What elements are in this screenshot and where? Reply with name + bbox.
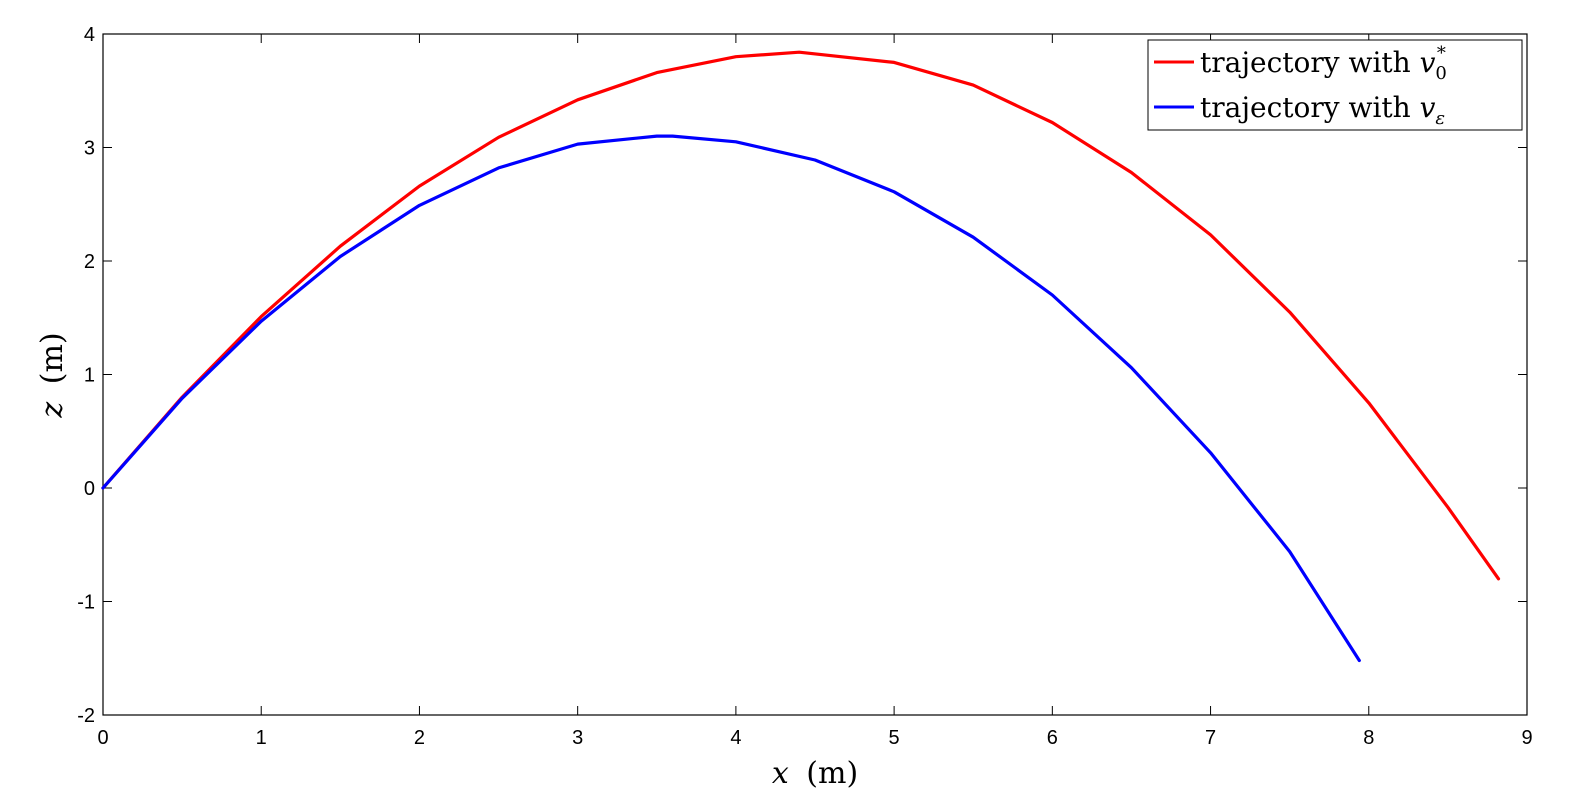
x-axis-label: x (m) xyxy=(772,756,858,791)
x-tick-labels: 0 1 2 3 4 5 6 7 8 9 xyxy=(97,727,1532,749)
legend-box xyxy=(1147,39,1523,131)
legend-prefix-series-1: trajectory with xyxy=(1200,46,1420,79)
axis-ticks xyxy=(102,33,1528,716)
x-tick-label: 3 xyxy=(572,727,583,749)
series-layer xyxy=(101,50,1501,663)
y-tick-label: 2 xyxy=(84,251,95,273)
x-axis-label-unit: (m) xyxy=(806,756,858,791)
legend-var-series-1: v xyxy=(1420,46,1436,79)
y-tick-label: -2 xyxy=(77,705,95,727)
legend: trajectory with v0* trajectory with vε xyxy=(1147,39,1523,131)
x-tick-label: 0 xyxy=(97,727,108,749)
x-tick-label: 5 xyxy=(889,727,900,749)
legend-sub-series-1: 0 xyxy=(1435,63,1446,84)
y-tick-labels: -2 -1 0 1 2 3 4 xyxy=(77,24,95,727)
x-tick-label: 7 xyxy=(1205,727,1216,749)
series-line-2 xyxy=(101,134,1361,663)
legend-sub-series-2: ε xyxy=(1435,108,1445,129)
x-axis-label-var: x xyxy=(772,756,789,791)
x-tick-label: 1 xyxy=(256,727,267,749)
y-tick-label: 4 xyxy=(84,24,95,46)
y-tick-label: 1 xyxy=(84,365,95,387)
legend-entry-series-1: trajectory with v0* xyxy=(1200,43,1447,84)
y-axis-label: z (m) xyxy=(35,332,70,418)
x-tick-label: 2 xyxy=(414,727,425,749)
legend-sup-series-1: * xyxy=(1437,43,1446,64)
legend-prefix-series-2: trajectory with xyxy=(1200,91,1420,124)
y-tick-label: 3 xyxy=(84,138,95,160)
x-tick-label: 4 xyxy=(730,727,741,749)
y-tick-label: -1 xyxy=(77,592,95,614)
x-tick-label: 6 xyxy=(1047,727,1058,749)
legend-var-series-2: v xyxy=(1420,91,1436,124)
series-line-1 xyxy=(101,50,1501,581)
y-axis-label-unit: (m) xyxy=(35,332,70,384)
x-tick-label: 8 xyxy=(1363,727,1374,749)
plot-frame xyxy=(102,33,1528,716)
y-axis-label-var: z xyxy=(35,402,70,419)
x-tick-label: 9 xyxy=(1521,727,1532,749)
y-tick-label: 0 xyxy=(84,478,95,500)
legend-entry-series-2: trajectory with vε xyxy=(1200,91,1445,129)
